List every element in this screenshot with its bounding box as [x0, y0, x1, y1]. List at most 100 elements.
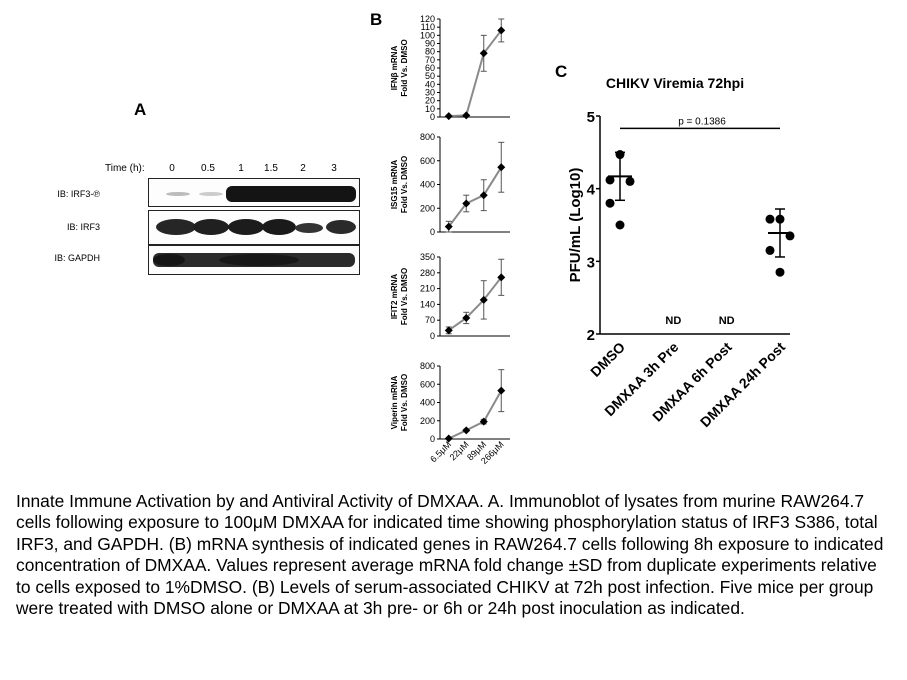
data-point: [479, 191, 488, 200]
y-tick-label: 70: [425, 315, 435, 325]
time-header: Time (h):: [105, 163, 145, 174]
y-tick-label: 50: [425, 71, 435, 81]
x-tick-label: 22μM: [448, 439, 471, 462]
blot-bands-gapdh: [153, 253, 355, 267]
blot-bands-irf3: [156, 219, 356, 235]
y-tick-label: 2: [587, 327, 595, 344]
y-axis-label-line: IFIT2 mRNA: [390, 274, 399, 320]
y-tick-label: 4: [587, 182, 596, 199]
y-axis-label-line: ISG15 mRNA: [390, 160, 399, 210]
blot-band: [166, 192, 190, 196]
nd-label: ND: [665, 315, 681, 327]
y-tick-label: 60: [425, 63, 435, 73]
y-tick-label: 0: [430, 331, 435, 341]
y-tick-label: 5: [587, 109, 595, 126]
data-point: [775, 214, 785, 224]
y-tick-label: 210: [420, 284, 435, 294]
lane-label: 1: [238, 163, 244, 174]
y-tick-label: 120: [420, 14, 435, 24]
blot-band: [193, 219, 229, 235]
blot-row-label: IB: IRF3-℗: [57, 189, 100, 199]
data-point: [615, 220, 625, 230]
blot-band: [153, 254, 185, 266]
data-point: [615, 150, 625, 160]
blot-row-label: IB: GAPDH: [54, 253, 100, 263]
panel-c-chart: CHIKV Viremia 72hpi 2 3 4 5 PFU/mL (Log10) p =…: [567, 75, 795, 430]
blot-band: [262, 219, 296, 235]
y-tick-label: 30: [425, 88, 435, 98]
data-point: [462, 199, 471, 208]
series-line: [448, 29, 503, 118]
series-line: [448, 390, 503, 440]
y-axis-label-line: Fold Vs. DMSO: [400, 156, 409, 213]
y-tick-label: 110: [421, 22, 435, 32]
blot-band: [219, 254, 299, 266]
nd-label: ND: [719, 315, 735, 327]
data-point: [444, 326, 453, 335]
panel-b-letter: B: [370, 10, 383, 29]
y-tick-label: 0: [430, 112, 435, 122]
y-tick-label: 400: [420, 180, 435, 190]
data-point: [785, 231, 795, 241]
blot-gapdh: [148, 245, 360, 275]
p-value-label: p = 0.1386: [678, 116, 726, 127]
series-line: [448, 276, 503, 332]
y-tick-label: 0: [430, 227, 435, 237]
lane-label: 0: [169, 163, 175, 174]
chart-title: CHIKV Viremia 72hpi: [606, 75, 744, 91]
data-point: [497, 26, 506, 35]
data-point: [765, 214, 775, 224]
data-point: [605, 175, 615, 185]
blot-band: [156, 219, 196, 235]
data-point: [462, 313, 471, 322]
y-axis-label: IFNβ mRNA Fold Vs. DMSO: [390, 39, 409, 96]
y-tick-label: 0: [430, 434, 435, 444]
blot-irf3-phospho: [148, 178, 360, 207]
data-point: [479, 417, 488, 426]
series-line: [447, 166, 503, 228]
lane-label: 3: [331, 163, 337, 174]
data-point: [605, 198, 615, 208]
blot-band: [226, 186, 356, 202]
y-axis-label-line: Fold Vs. DMSO: [400, 268, 409, 325]
y-axis-label: PFU/mL (Log10): [567, 168, 584, 283]
y-axis-label-line: Fold Vs. DMSO: [400, 374, 409, 431]
y-axis-label-line: Viperin mRNA: [390, 375, 399, 429]
y-tick-label: 200: [420, 203, 435, 213]
lane-label: 0.5: [201, 163, 215, 174]
blot-row-label: IB: IRF3: [66, 222, 100, 232]
blot-bands-irf3-phospho: [166, 186, 356, 202]
data-point: [479, 49, 488, 58]
y-axis-label-line: IFNβ mRNA: [390, 46, 399, 91]
y-tick-label: 600: [420, 156, 435, 166]
y-tick-label: 350: [420, 252, 435, 262]
y-axis-label-line: Fold Vs. DMSO: [400, 39, 409, 96]
data-point: [444, 112, 453, 121]
y-tick-label: 3: [587, 254, 595, 271]
blot-band: [228, 219, 264, 235]
data-point: [479, 295, 488, 304]
lane-label: 1.5: [264, 163, 278, 174]
y-tick-label: 400: [420, 398, 435, 408]
panel-c-letter: C: [555, 62, 568, 81]
lane-label: 2: [300, 163, 306, 174]
data-point: [462, 111, 471, 120]
y-tick-label: 140: [420, 299, 435, 309]
data-point: [625, 176, 635, 186]
y-tick-label: 80: [425, 47, 435, 57]
y-tick-label: 40: [425, 79, 435, 89]
y-tick-label: 20: [425, 96, 435, 106]
blot-band: [295, 223, 323, 233]
data-point: [497, 386, 506, 395]
data-point: [765, 245, 775, 255]
x-tick-label: DMSO: [587, 339, 628, 380]
blot-band: [326, 220, 356, 234]
y-axis-label: IFIT2 mRNA Fold Vs. DMSO: [390, 268, 409, 325]
y-tick-label: 100: [420, 30, 435, 40]
data-point: [444, 222, 453, 231]
y-tick-label: 90: [425, 39, 435, 49]
data-point: [775, 267, 785, 277]
panel-a-letter: A: [134, 100, 147, 119]
y-tick-label: 800: [420, 361, 435, 371]
blot-irf3: [148, 210, 360, 245]
